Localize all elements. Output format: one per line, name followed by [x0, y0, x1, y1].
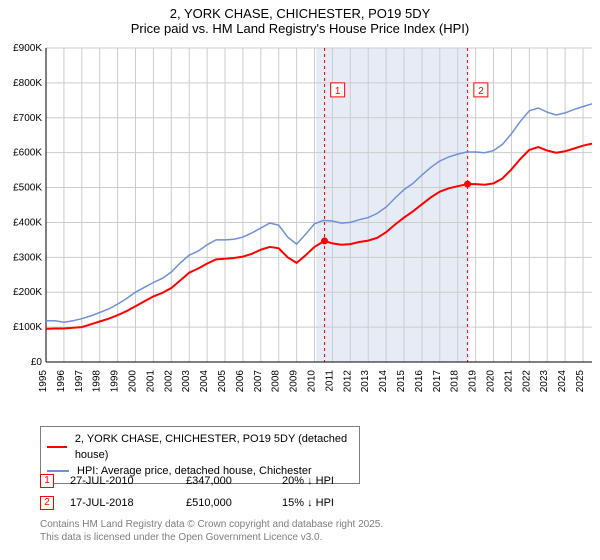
x-tick-label: 2012 — [342, 370, 353, 393]
chart-svg: £0 £100K £200K £300K £400K £500K £600K £700K £80… — [4, 44, 596, 416]
x-tick-label: 1995 — [38, 370, 49, 393]
x-tick-label: 2002 — [163, 370, 174, 393]
x-tick-label: 2008 — [271, 370, 282, 393]
footer-line2: This data is licensed under the Open Gov… — [40, 531, 383, 544]
y-tick-label: £800K — [13, 78, 42, 89]
x-tick-label: 2009 — [289, 370, 300, 393]
x-tick-label: 2021 — [503, 370, 514, 393]
x-tick-label: 1998 — [92, 370, 103, 393]
x-tick-label: 2003 — [181, 370, 192, 393]
x-tick-label: 2015 — [396, 370, 407, 393]
x-tick-label: 2010 — [307, 370, 318, 393]
y-tick-label: £400K — [13, 217, 42, 228]
title-block: 2, YORK CHASE, CHICHESTER, PO19 5DY Pric… — [0, 0, 600, 38]
transaction-marker: 1 — [40, 474, 54, 488]
x-tick-label: 2000 — [128, 370, 139, 393]
transaction-date: 27-JUL-2010 — [70, 475, 170, 487]
footer-text: Contains HM Land Registry data © Crown c… — [40, 518, 383, 544]
transaction-date: 17-JUL-2018 — [70, 497, 170, 509]
transaction-price: £347,000 — [186, 475, 266, 487]
x-tick-label: 2001 — [145, 370, 156, 393]
title-line1: 2, YORK CHASE, CHICHESTER, PO19 5DY — [0, 6, 600, 21]
x-tick-label: 2018 — [450, 370, 461, 393]
x-tick-label: 2005 — [217, 370, 228, 393]
y-tick-label: £300K — [13, 252, 42, 263]
x-tick-label: 2024 — [557, 370, 568, 393]
x-tick-label: 2020 — [486, 370, 497, 393]
chart-container: 2, YORK CHASE, CHICHESTER, PO19 5DY Pric… — [0, 0, 600, 560]
y-tick-label: £200K — [13, 287, 42, 298]
chart-area: £0 £100K £200K £300K £400K £500K £600K £700K £80… — [4, 44, 596, 416]
transaction-marker: 2 — [40, 496, 54, 510]
y-tick-label: £600K — [13, 148, 42, 159]
y-tick-label: £500K — [13, 183, 42, 194]
y-tick-label: £900K — [13, 44, 42, 54]
footer-line1: Contains HM Land Registry data © Crown c… — [40, 518, 383, 531]
transaction-row: 2 17-JUL-2018 £510,000 15% ↓ HPI — [40, 492, 382, 514]
x-tick-label: 2011 — [324, 370, 335, 392]
x-tick-label: 1997 — [74, 370, 85, 393]
legend-item: 2, YORK CHASE, CHICHESTER, PO19 5DY (det… — [47, 431, 353, 463]
title-line2: Price paid vs. HM Land Registry's House … — [0, 21, 600, 36]
sale-marker — [321, 237, 328, 244]
x-tick-label: 2019 — [468, 370, 479, 393]
x-tick-label: 2022 — [521, 370, 532, 393]
marker-box-label: 2 — [478, 86, 484, 97]
transactions-table: 1 27-JUL-2010 £347,000 20% ↓ HPI 2 17-JUL-201… — [40, 470, 382, 514]
x-tick-label: 2013 — [360, 370, 371, 393]
transaction-diff: 20% ↓ HPI — [282, 475, 382, 487]
transaction-diff: 15% ↓ HPI — [282, 497, 382, 509]
legend-label: 2, YORK CHASE, CHICHESTER, PO19 5DY (det… — [75, 431, 353, 463]
transaction-price: £510,000 — [186, 497, 266, 509]
x-tick-label: 1999 — [110, 370, 121, 393]
legend-swatch — [47, 446, 67, 448]
transaction-row: 1 27-JUL-2010 £347,000 20% ↓ HPI — [40, 470, 382, 492]
y-tick-label: £100K — [13, 322, 42, 333]
x-tick-label: 2006 — [235, 370, 246, 393]
x-tick-label: 2025 — [575, 370, 586, 393]
x-tick-label: 2023 — [539, 370, 550, 393]
sale-marker — [464, 181, 471, 188]
x-tick-label: 1996 — [56, 370, 67, 393]
x-tick-label: 2014 — [378, 370, 389, 393]
y-tick-label: £700K — [13, 113, 42, 124]
y-tick-label: £0 — [31, 357, 43, 368]
x-tick-label: 2007 — [253, 370, 264, 393]
x-tick-label: 2017 — [432, 370, 443, 393]
x-tick-label: 2004 — [199, 370, 210, 393]
x-tick-label: 2016 — [414, 370, 425, 393]
marker-box-label: 1 — [335, 86, 341, 97]
